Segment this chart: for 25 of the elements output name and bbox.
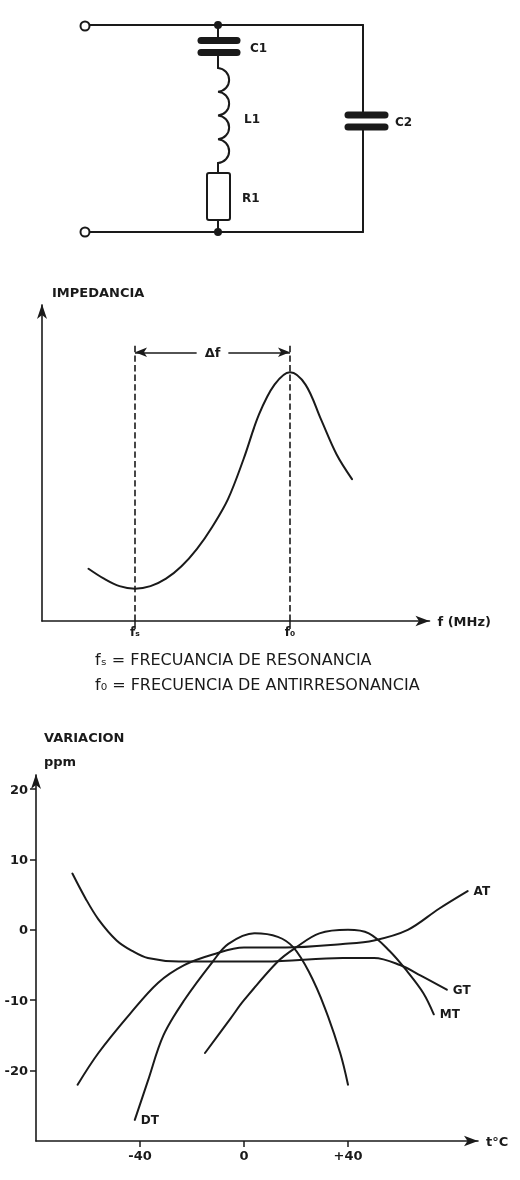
- x-tick-label: fₛ: [130, 625, 141, 639]
- series-label: MT: [439, 1007, 461, 1022]
- y-axis-title: IMPEDANCIA: [52, 284, 145, 300]
- x-axis-title: t°C: [486, 1133, 509, 1149]
- y-tick-label: 10: [9, 851, 28, 867]
- text: Δf: [204, 345, 221, 361]
- y-tick-label: 0: [18, 922, 28, 938]
- y-axis-title: VARIACION ppm: [44, 729, 125, 769]
- x-tick-label: 0: [239, 1148, 249, 1163]
- series-label: DT: [140, 1112, 160, 1127]
- y-tick-label: -20: [4, 1063, 28, 1079]
- x-tick-label: +40: [333, 1148, 363, 1163]
- text: C1: [250, 41, 268, 55]
- x-tick-label: -40: [128, 1148, 152, 1163]
- text: fₛ = FRECUANCIA DE RESONANCIA: [95, 649, 372, 669]
- x-axis-title: f (MHz): [437, 613, 491, 629]
- series-label: GT: [452, 982, 472, 997]
- text: R1: [242, 191, 260, 205]
- text: f₀ = FRECUENCIA DE ANTIRRESONANCIA: [95, 674, 420, 694]
- series-label: AT: [473, 884, 491, 899]
- text: C2: [395, 115, 413, 129]
- x-tick-label: f₀: [284, 625, 296, 639]
- y-tick-label: -10: [4, 992, 28, 1008]
- y-tick-label: 20: [9, 781, 28, 797]
- text: L1: [244, 112, 260, 126]
